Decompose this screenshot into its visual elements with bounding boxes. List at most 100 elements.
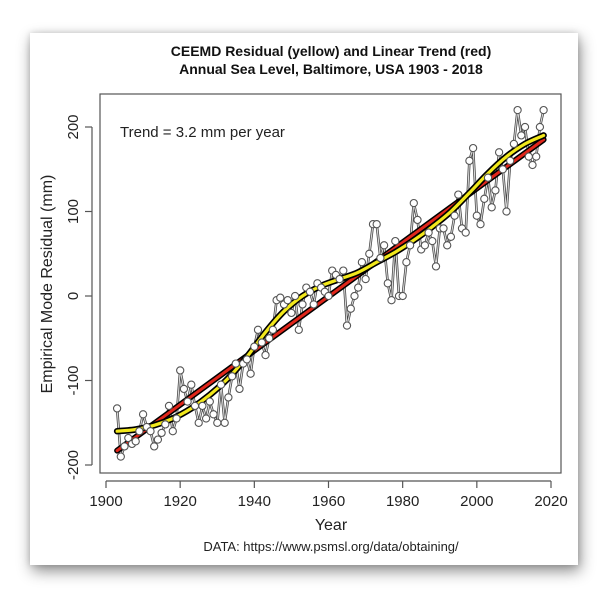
data-point (161, 420, 170, 429)
data-point (198, 401, 207, 411)
data-point (450, 211, 459, 220)
y-axis: -200 -100 0 100 200 (65, 114, 93, 480)
data-point (387, 296, 396, 305)
data-point (454, 190, 463, 199)
data-point (276, 293, 285, 302)
data-point (305, 287, 315, 296)
data-point (335, 274, 344, 284)
data-point (506, 156, 515, 165)
data-point (513, 105, 522, 115)
data-point (194, 418, 203, 427)
data-point (213, 418, 222, 427)
data-point (524, 152, 533, 161)
data-point (257, 338, 266, 347)
data-point (372, 220, 381, 229)
data-point (398, 291, 407, 301)
data-point (116, 452, 125, 461)
data-point (164, 401, 174, 411)
data-point (157, 428, 166, 438)
data-point (294, 325, 303, 334)
data-point (480, 194, 489, 203)
y-tick-label: 0 (65, 292, 82, 300)
data-point (439, 224, 448, 233)
data-point (517, 131, 526, 140)
data-point (120, 442, 129, 451)
data-point (235, 384, 244, 394)
data-point (379, 241, 389, 250)
data-point (135, 427, 144, 436)
data-point (190, 401, 200, 411)
data-point (476, 220, 485, 229)
data-point (361, 274, 370, 284)
data-point (287, 308, 296, 318)
data-point (283, 296, 292, 305)
data-point (405, 241, 415, 250)
x-tick-label: 2000 (460, 493, 493, 510)
data-point (290, 291, 300, 301)
data-point (391, 236, 400, 246)
x-tick-label: 1960 (312, 493, 345, 510)
y-axis-title: Empirical Mode Residual (mm) (39, 175, 56, 394)
data-point (539, 105, 548, 115)
data-point (268, 325, 278, 334)
y-tick-label: -200 (65, 450, 82, 480)
data-point (431, 262, 441, 271)
data-point (357, 258, 367, 267)
data-point (428, 236, 437, 246)
data-point (409, 198, 418, 208)
data-point (472, 211, 481, 220)
data-point (265, 334, 274, 343)
data-point (231, 359, 240, 368)
data-point (298, 300, 307, 309)
data-point (246, 369, 255, 378)
data-point (350, 291, 359, 301)
data-point (402, 258, 411, 267)
data-point (376, 253, 385, 263)
x-tick-label: 1920 (163, 493, 196, 510)
ceemd-residual-line (115, 133, 546, 433)
data-point (468, 143, 478, 153)
data-point (535, 122, 545, 132)
data-point (354, 283, 363, 292)
y-tick-label: 200 (65, 114, 82, 139)
plot-frame (99, 93, 562, 474)
data-point (483, 173, 493, 182)
x-tick-label: 1900 (89, 493, 122, 510)
data-point (153, 435, 163, 444)
data-point (346, 304, 355, 313)
data-point (502, 207, 511, 216)
chart-title: CEEMD Residual (yellow) and Linear Trend… (171, 43, 492, 59)
data-point (216, 380, 226, 389)
data-point (532, 152, 541, 161)
data-point (179, 384, 189, 394)
data-point (520, 122, 530, 132)
y-tick-label: 100 (65, 199, 82, 224)
data-point (528, 160, 537, 170)
data-point (498, 165, 507, 174)
data-point (201, 414, 211, 423)
data-point (138, 410, 148, 419)
data-point (465, 156, 474, 165)
data-point (509, 139, 519, 149)
data-point (342, 321, 352, 330)
data-point (413, 215, 422, 225)
data-point (224, 393, 233, 402)
data-point (420, 241, 430, 250)
data-point (253, 325, 263, 334)
data-point (487, 203, 496, 212)
data-point (446, 232, 456, 241)
data-point (250, 342, 259, 351)
x-tick-label: 2020 (534, 493, 567, 510)
trend-annotation: Trend = 3.2 mm per year (120, 124, 285, 141)
data-point (261, 350, 270, 360)
data-point (205, 397, 214, 406)
data-point (365, 249, 374, 258)
data-point (176, 366, 185, 375)
x-tick-label: 1940 (238, 493, 271, 510)
data-point (383, 279, 392, 288)
data-point (183, 397, 192, 406)
x-axis: 1900 1920 1940 1960 1980 2000 2020 (89, 480, 568, 510)
data-point (424, 228, 433, 237)
data-point (339, 266, 348, 275)
